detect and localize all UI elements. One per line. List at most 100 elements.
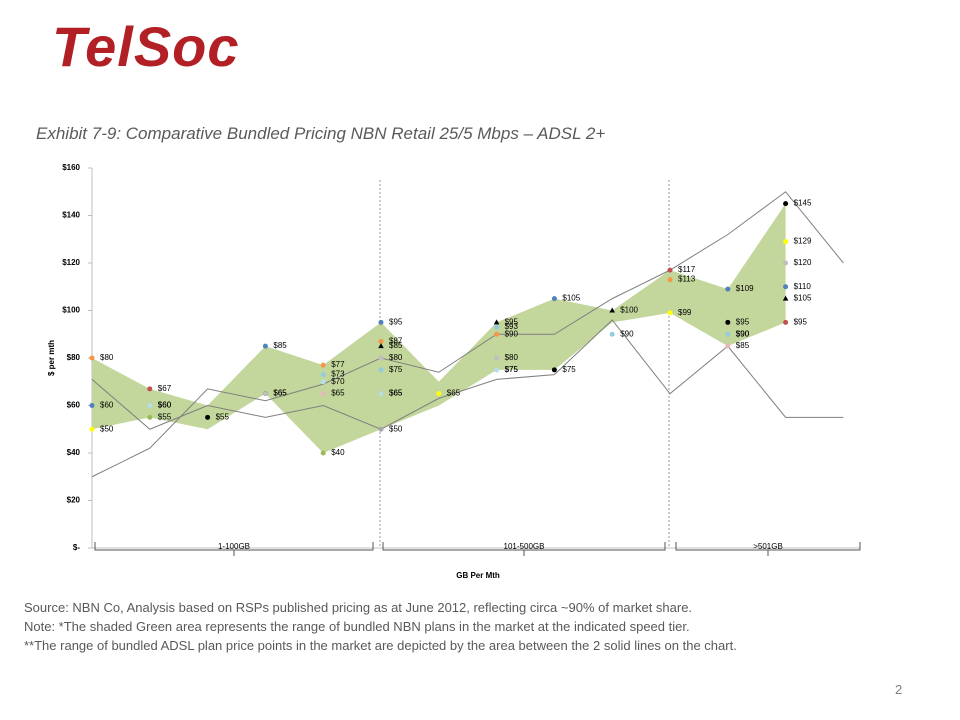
value-label: $70	[331, 377, 345, 386]
point	[725, 343, 731, 349]
point	[783, 260, 789, 266]
value-label: $145	[794, 199, 812, 208]
point	[320, 362, 326, 368]
value-label: $80	[389, 353, 403, 362]
group-label: 101-500GB	[504, 542, 545, 551]
point	[667, 277, 673, 283]
y-tick-label: $100	[62, 306, 80, 315]
point	[494, 331, 500, 337]
point	[494, 367, 500, 373]
value-label: $95	[736, 317, 750, 326]
x-axis-label: GB Per Mth	[456, 571, 500, 580]
point	[262, 343, 268, 349]
point	[320, 391, 326, 397]
y-tick-label: $-	[73, 543, 80, 552]
point	[147, 414, 153, 420]
value-label: $90	[736, 329, 750, 338]
point	[89, 426, 95, 432]
value-label: $60	[100, 401, 114, 410]
point	[783, 239, 789, 245]
value-label: $75	[389, 365, 403, 374]
group-bracket	[94, 542, 374, 556]
value-label: $65	[331, 389, 345, 398]
value-label: $105	[794, 294, 812, 303]
value-label: $90	[736, 329, 750, 338]
notes: Source: NBN Co, Analysis based on RSPs p…	[24, 598, 737, 655]
y-tick-label: $80	[67, 353, 81, 362]
nbn-range	[92, 203, 786, 453]
point	[378, 338, 384, 344]
value-label: $100	[620, 306, 638, 315]
point	[205, 414, 211, 420]
point	[783, 319, 789, 325]
value-label: $110	[794, 282, 812, 291]
value-label: $50	[100, 424, 114, 433]
group-bracket	[675, 542, 861, 556]
value-label: $85	[736, 341, 750, 350]
value-label: $95	[505, 317, 519, 326]
adsl-line	[91, 191, 844, 478]
note: Source: NBN Co, Analysis based on RSPs p…	[24, 600, 693, 615]
adsl-line	[91, 319, 844, 430]
point	[783, 284, 789, 290]
value-label: $80	[100, 353, 114, 362]
value-label: $77	[331, 360, 345, 369]
value-label: $93	[505, 322, 519, 331]
point	[89, 403, 95, 408]
point	[667, 310, 673, 316]
group-label: >501GB	[753, 542, 783, 551]
value-label: $65	[389, 389, 403, 398]
value-label: $80	[505, 353, 519, 362]
value-label: $75	[505, 365, 519, 374]
value-label: $55	[158, 412, 172, 421]
value-label: $50	[389, 424, 403, 433]
point	[667, 267, 673, 273]
value-label: $67	[158, 384, 172, 393]
point	[494, 355, 500, 361]
point	[725, 319, 731, 325]
value-label: $95	[794, 317, 808, 326]
value-label: $55	[216, 412, 230, 421]
point	[783, 201, 789, 207]
point	[436, 391, 442, 397]
point	[89, 355, 95, 361]
value-label: $109	[736, 284, 754, 293]
point	[378, 367, 384, 373]
exhibit-title: Exhibit 7-9: Comparative Bundled Pricing…	[36, 124, 606, 143]
y-axis-label: $ per mth	[47, 340, 56, 376]
point	[262, 391, 268, 397]
group-bracket	[382, 542, 666, 556]
point	[147, 386, 153, 392]
value-label: $90	[620, 329, 634, 338]
point	[609, 331, 615, 337]
value-label: $73	[331, 370, 345, 379]
point	[320, 379, 326, 385]
page-number: 2	[895, 682, 903, 697]
group-label: 1-100GB	[218, 542, 250, 551]
point	[320, 450, 326, 456]
value-label: $60	[158, 401, 172, 410]
value-label: $65	[273, 389, 287, 398]
chart: $- $20 $40 $60 $80 $100 $120 $140 $160 $ per mth $…	[47, 163, 861, 580]
point	[782, 295, 789, 301]
y-tick-label: $40	[67, 448, 81, 457]
value-label: $117	[678, 265, 696, 274]
value-label: $129	[794, 237, 812, 246]
value-label: $105	[562, 294, 580, 303]
point	[551, 296, 557, 302]
y-tick-label: $160	[62, 163, 80, 172]
point	[378, 426, 384, 432]
value-label: $95	[389, 317, 403, 326]
value-label: $85	[273, 341, 287, 350]
point	[725, 331, 731, 337]
point	[378, 319, 384, 325]
point	[494, 324, 500, 330]
value-label: $75	[562, 365, 576, 374]
value-label: $87	[389, 336, 403, 345]
point	[493, 319, 500, 325]
value-label: $65	[447, 389, 461, 398]
y-tick-label: $20	[67, 496, 81, 505]
point	[378, 355, 384, 361]
y-tick-label: $120	[62, 258, 80, 267]
